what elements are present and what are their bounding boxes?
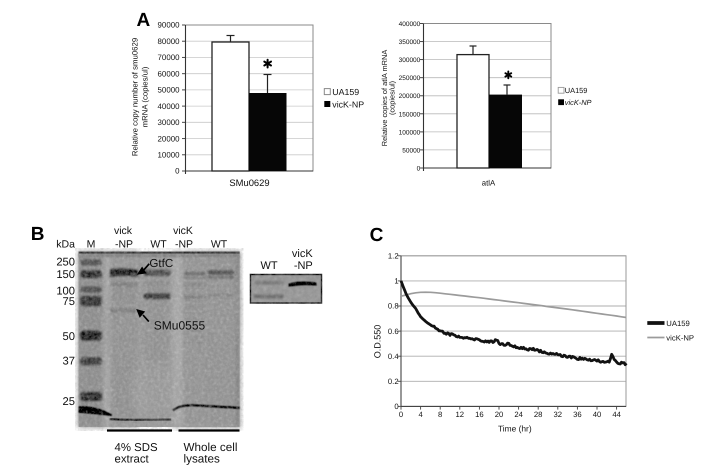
svg-text:44: 44	[612, 410, 621, 419]
svg-text:0: 0	[175, 167, 180, 176]
svg-text:150: 150	[56, 269, 75, 281]
svg-text:WT: WT	[211, 238, 228, 250]
svg-text:vicK: vicK	[173, 225, 193, 237]
svg-text:200000: 200000	[399, 93, 421, 100]
svg-text:lysates: lysates	[184, 452, 221, 465]
svg-text:24: 24	[514, 410, 523, 419]
svg-text:WT: WT	[150, 238, 167, 250]
svg-text:60000: 60000	[158, 69, 181, 78]
svg-text:4: 4	[418, 410, 423, 419]
svg-text:32: 32	[554, 410, 563, 419]
svg-text:vicK-NP: vicK-NP	[565, 98, 592, 107]
svg-text:M: M	[87, 238, 96, 250]
svg-text:Relative copies of atlA mRNA: Relative copies of atlA mRNA	[380, 50, 389, 147]
svg-text:75: 75	[63, 296, 75, 308]
svg-text:vicK: vicK	[292, 248, 313, 260]
svg-text:16: 16	[475, 410, 484, 419]
svg-text:0.2: 0.2	[388, 377, 399, 386]
svg-text:UA159: UA159	[565, 86, 588, 95]
svg-text:12: 12	[456, 410, 465, 419]
svg-text:0: 0	[399, 410, 403, 419]
svg-text:extract: extract	[115, 453, 150, 465]
svg-text:0: 0	[394, 402, 398, 411]
svg-text:4% SDS: 4% SDS	[115, 442, 158, 454]
svg-text:vicK-NP: vicK-NP	[666, 334, 694, 343]
svg-text:150000: 150000	[399, 111, 421, 118]
svg-text:28: 28	[534, 410, 543, 419]
svg-text:80000: 80000	[158, 37, 181, 46]
svg-text:C: C	[370, 225, 384, 246]
svg-text:SMu0555: SMu0555	[154, 319, 206, 333]
svg-text:SMu0629: SMu0629	[229, 177, 269, 188]
svg-text:UA159: UA159	[666, 319, 690, 328]
svg-text:-NP: -NP	[175, 238, 193, 250]
svg-text:1.2: 1.2	[388, 252, 399, 261]
svg-text:kDa: kDa	[56, 238, 75, 250]
svg-text:20: 20	[495, 410, 504, 419]
svg-text:Relative copy number of smu062: Relative copy number of smu0629	[131, 38, 140, 156]
svg-text:mRNA (copies/ul): mRNA (copies/ul)	[140, 66, 149, 127]
svg-text:-NP: -NP	[294, 260, 313, 272]
svg-text:36: 36	[573, 410, 582, 419]
svg-text:50: 50	[63, 331, 75, 343]
svg-text:20000: 20000	[158, 134, 181, 143]
svg-text:Whole cell: Whole cell	[184, 441, 238, 454]
svg-text:50000: 50000	[402, 147, 420, 154]
svg-text:50000: 50000	[158, 86, 181, 95]
svg-text:400000: 400000	[399, 21, 421, 28]
svg-text:250000: 250000	[399, 75, 421, 82]
svg-text:-NP: -NP	[115, 238, 133, 250]
svg-text:Time (hr): Time (hr)	[498, 424, 532, 434]
svg-text:90000: 90000	[158, 21, 181, 30]
svg-text:0.6: 0.6	[388, 327, 399, 336]
svg-text:atlA: atlA	[482, 179, 496, 188]
svg-text:350000: 350000	[399, 39, 421, 46]
svg-text:100000: 100000	[399, 129, 421, 136]
svg-text:100: 100	[56, 285, 75, 297]
svg-text:40: 40	[593, 410, 602, 419]
svg-text:40000: 40000	[158, 102, 181, 111]
svg-text:0.4: 0.4	[388, 352, 399, 361]
svg-text:O.D.550: O.D.550	[372, 325, 382, 359]
svg-text:8: 8	[438, 410, 442, 419]
svg-text:10000: 10000	[158, 151, 181, 160]
svg-text:(copies/ul): (copies/ul)	[387, 81, 396, 115]
svg-text:vick: vick	[114, 225, 133, 237]
svg-text:1: 1	[394, 277, 398, 286]
svg-text:vicK-NP: vicK-NP	[332, 99, 364, 109]
svg-text:WT: WT	[260, 260, 277, 272]
svg-text:300000: 300000	[399, 57, 421, 64]
svg-text:250: 250	[56, 256, 75, 268]
svg-text:70000: 70000	[158, 53, 181, 62]
svg-text:GtfC: GtfC	[149, 257, 173, 270]
svg-text:37: 37	[63, 355, 75, 367]
svg-text:0: 0	[417, 166, 421, 173]
svg-text:A: A	[137, 10, 151, 31]
svg-text:30000: 30000	[158, 118, 181, 127]
svg-text:0.8: 0.8	[388, 302, 399, 311]
svg-text:B: B	[31, 224, 45, 245]
svg-text:25: 25	[63, 396, 75, 408]
svg-text:UA159: UA159	[332, 87, 359, 97]
